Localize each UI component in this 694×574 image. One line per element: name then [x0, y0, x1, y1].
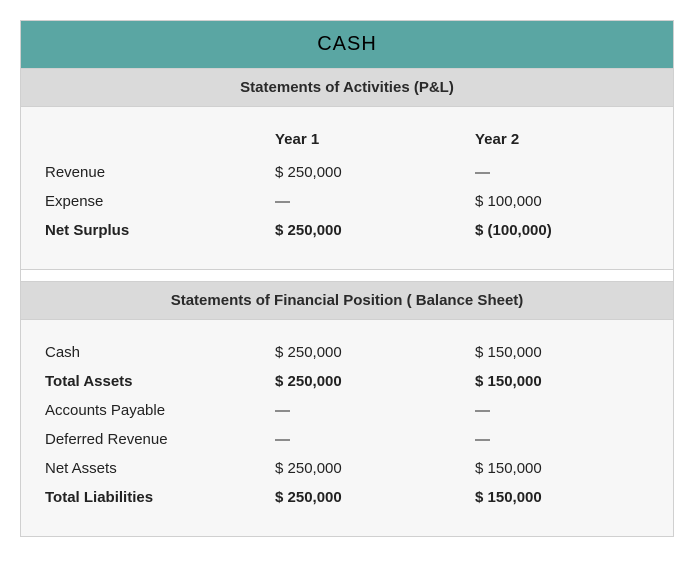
column-header: Year 2 [475, 131, 649, 148]
row-label: Revenue [45, 164, 275, 181]
row-label: Net Surplus [45, 222, 275, 239]
row-value-year1: — [275, 431, 475, 448]
row-value-year1: $ 250,000 [275, 460, 475, 477]
row-value-year2: $ 150,000 [475, 344, 649, 361]
row-label: Expense [45, 193, 275, 210]
row-value-year2: $ 100,000 [475, 193, 649, 210]
section-body: Year 1Year 2Revenue$ 250,000—Expense—$ 1… [21, 107, 673, 269]
financial-statement-container: CASH Statements of Activities (P&L) Year … [20, 20, 674, 537]
row-label: Accounts Payable [45, 402, 275, 419]
column-header: Year 1 [275, 131, 475, 148]
row-value-year2: — [475, 164, 649, 181]
row-value-year1: $ 250,000 [275, 222, 475, 239]
row-label: Total Assets [45, 373, 275, 390]
table-row: Net Surplus$ 250,000$ (100,000) [45, 216, 649, 245]
row-value-year1: — [275, 402, 475, 419]
row-value-year2: $ 150,000 [475, 489, 649, 506]
row-value-year1: $ 250,000 [275, 344, 475, 361]
column-header-row: Year 1Year 2 [45, 125, 649, 158]
table-row: Cash$ 250,000$ 150,000 [45, 338, 649, 367]
table-row: Accounts Payable—— [45, 396, 649, 425]
section-header: Statements of Activities (P&L) [21, 68, 673, 107]
table-row: Total Assets$ 250,000$ 150,000 [45, 367, 649, 396]
section-header: Statements of Financial Position ( Balan… [21, 281, 673, 320]
sections-wrapper: Statements of Activities (P&L) Year 1Year… [21, 68, 673, 536]
table-row: Expense—$ 100,000 [45, 187, 649, 216]
row-value-year1: — [275, 193, 475, 210]
row-label: Total Liabilities [45, 489, 275, 506]
title-bar: CASH [21, 21, 673, 68]
table-row: Total Liabilities$ 250,000$ 150,000 [45, 483, 649, 512]
row-value-year1: $ 250,000 [275, 373, 475, 390]
row-label: Net Assets [45, 460, 275, 477]
table-row: Net Assets$ 250,000$ 150,000 [45, 454, 649, 483]
section-body: Cash$ 250,000$ 150,000Total Assets$ 250,… [21, 320, 673, 536]
row-value-year1: $ 250,000 [275, 164, 475, 181]
row-label: Deferred Revenue [45, 431, 275, 448]
row-value-year2: — [475, 431, 649, 448]
table-row: Revenue$ 250,000— [45, 158, 649, 187]
table-row: Deferred Revenue—— [45, 425, 649, 454]
row-label: Cash [45, 344, 275, 361]
row-value-year2: $ (100,000) [475, 222, 649, 239]
section-separator [21, 269, 673, 281]
row-value-year1: $ 250,000 [275, 489, 475, 506]
row-value-year2: $ 150,000 [475, 373, 649, 390]
row-value-year2: $ 150,000 [475, 460, 649, 477]
row-value-year2: — [475, 402, 649, 419]
